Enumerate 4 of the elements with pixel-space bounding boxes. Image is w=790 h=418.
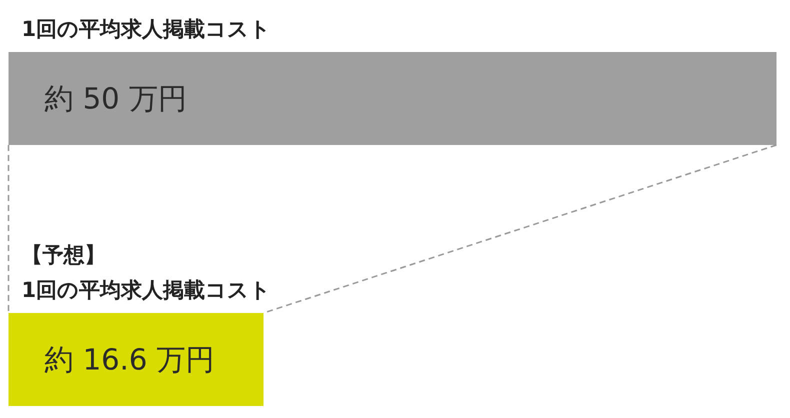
y-tick-label: 【予想】 1回の平均求人掲載コスト — [22, 243, 272, 302]
y-tick-label: 1回の平均求人掲載コスト — [22, 17, 272, 41]
data-label: 約 16.6 万円 — [44, 342, 215, 376]
data-label: 約 50 万円 — [44, 82, 187, 116]
